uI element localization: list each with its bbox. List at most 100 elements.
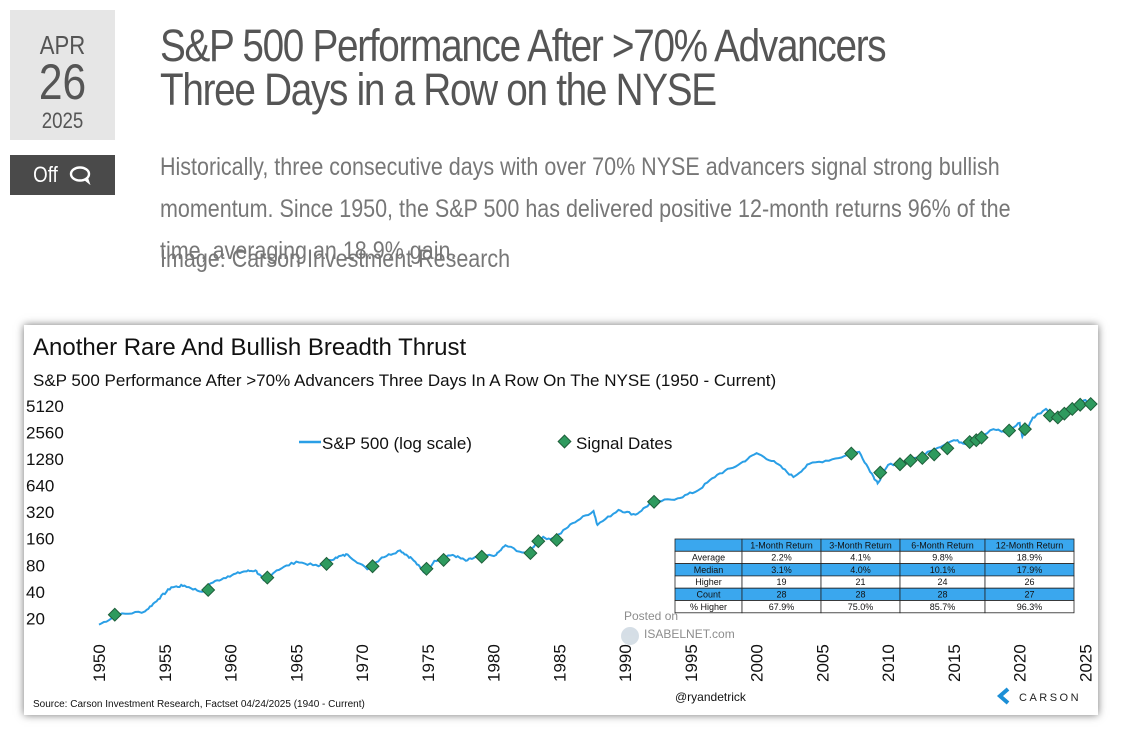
image-credit: Image: Carson Investment Research (160, 245, 511, 273)
table-cell-text: 67.9% (769, 602, 795, 612)
signal-marker (201, 582, 216, 598)
table-cell-text: 6-Month Return (911, 540, 974, 550)
chart-canvas: Another Rare And Bullish Breadth Thrust … (26, 334, 1098, 710)
y-tick-label: 640 (26, 477, 54, 496)
x-tick-label: 1970 (353, 644, 372, 682)
carson-logo: CARSON (996, 687, 1081, 705)
table-cell-text: 2.2% (771, 553, 792, 563)
signal-marker (903, 453, 918, 468)
table-cell-text: Count (696, 590, 721, 600)
x-tick-label: 2015 (945, 644, 964, 682)
y-tick-label: 1280 (26, 450, 64, 469)
table-cell (674, 538, 743, 552)
table-cell-text: Higher (695, 577, 722, 587)
table-cell-text: 4.0% (850, 565, 871, 575)
x-tick-label: 1950 (90, 644, 109, 682)
legend-marker-swatch (557, 434, 572, 449)
date-year: 2025 (41, 108, 84, 133)
y-axis-ticks: 5120 2560 1280 640 320 160 80 40 20 (26, 397, 64, 628)
watermark-site: ISABELNET.com (644, 627, 735, 641)
x-tick-label: 1985 (550, 644, 569, 682)
signal-marker (927, 447, 942, 462)
x-tick-label: 2025 (1076, 644, 1095, 682)
signal-marker (523, 546, 538, 561)
x-tick-label: 1980 (485, 644, 504, 682)
x-tick-label: 1955 (156, 644, 175, 682)
chart-image: Another Rare And Bullish Breadth Thrust … (24, 325, 1098, 715)
signal-marker (915, 450, 930, 466)
post-title[interactable]: S&P 500 Performance After >70% Advancers… (160, 20, 887, 115)
table-cell-text: 17.9% (1017, 565, 1043, 575)
table-cell-text: 19 (776, 577, 786, 587)
table-cell-text: Average (692, 553, 725, 563)
date-month: APR (39, 30, 86, 60)
legend-marker-label: Signal Dates (576, 434, 672, 453)
table-cell-text: 28 (855, 590, 865, 600)
y-tick-label: 5120 (26, 397, 64, 416)
signal-marker (419, 561, 434, 576)
series-line-sp500 (98, 398, 1091, 626)
signal-marker (873, 465, 888, 480)
table-cell-text: 3-Month Return (829, 540, 892, 550)
table-cell-text: 28 (776, 590, 786, 600)
table-cell-text: % Higher (690, 602, 727, 612)
author-handle: @ryandetrick (675, 690, 747, 704)
x-tick-label: 1975 (419, 644, 438, 682)
signal-marker (1017, 422, 1032, 437)
y-tick-label: 160 (26, 530, 54, 549)
signal-marker (844, 446, 859, 461)
signal-marker (646, 494, 662, 509)
y-tick-label: 20 (26, 609, 45, 628)
x-tick-label: 1960 (222, 644, 241, 682)
signal-markers (107, 396, 1098, 622)
x-tick-label: 2005 (813, 644, 832, 682)
table-cell-text: 18.9% (1017, 553, 1043, 563)
table-cell-text: 10.1% (930, 565, 956, 575)
date-day: 26 (38, 54, 87, 110)
comments-badge[interactable]: Off (10, 155, 115, 195)
y-tick-label: 80 (26, 556, 45, 575)
x-tick-label: 1995 (682, 644, 701, 682)
table-cell-text: 1-Month Return (750, 540, 813, 550)
y-tick-label: 2560 (26, 424, 64, 443)
signal-marker (260, 570, 275, 585)
table-cell-text: 12-Month Return (996, 540, 1064, 550)
x-tick-label: 2000 (748, 644, 767, 682)
speech-bubble-icon (69, 166, 91, 186)
x-tick-label: 2020 (1011, 644, 1030, 682)
signal-marker (319, 556, 334, 571)
watermark-posted: Posted on (624, 609, 678, 623)
carson-logo-text: CARSON (1019, 692, 1081, 704)
returns-table: 1-Month Return 3-Month Return 6-Month Retu… (674, 538, 1075, 614)
table-cell (984, 600, 1075, 614)
watermark: Posted on ISABELNET.com (621, 609, 735, 645)
post-excerpt: Historically, three consecutive days wit… (160, 153, 1011, 265)
legend-line-label: S&P 500 (log scale) (322, 434, 472, 453)
table-cell-text: 75.0% (848, 602, 874, 612)
table-cell-text: 27 (1024, 590, 1034, 600)
x-axis-ticks: 1950 1955 1960 1965 1970 1975 1980 1985 1990 1995… (90, 644, 1095, 682)
table-cell-text: 21 (855, 577, 865, 587)
comments-label: Off (33, 162, 58, 187)
table-cell-text: 28 (937, 590, 947, 600)
signal-marker (531, 534, 546, 549)
post-date: APR 26 2025 (10, 10, 115, 140)
x-tick-label: 2010 (879, 644, 898, 682)
table-cell-text: 3.1% (771, 565, 792, 575)
signal-marker (974, 430, 989, 445)
y-tick-label: 40 (26, 583, 45, 602)
x-tick-label: 1965 (287, 644, 306, 682)
signal-marker (436, 552, 451, 567)
table-cell-text: 9.8% (932, 553, 953, 563)
signal-marker (892, 457, 908, 472)
table-cell-text: 85.7% (930, 602, 956, 612)
chart-legend: S&P 500 (log scale) Signal Dates (299, 434, 672, 453)
signal-marker (1083, 396, 1098, 412)
signal-marker (474, 549, 489, 564)
table-cell-text: 96.3% (1017, 602, 1043, 612)
table-cell-text: Median (694, 565, 724, 575)
globe-icon (621, 627, 639, 645)
signal-marker (1073, 397, 1088, 412)
chart-title: Another Rare And Bullish Breadth Thrust (33, 334, 466, 361)
y-tick-label: 320 (26, 503, 54, 522)
